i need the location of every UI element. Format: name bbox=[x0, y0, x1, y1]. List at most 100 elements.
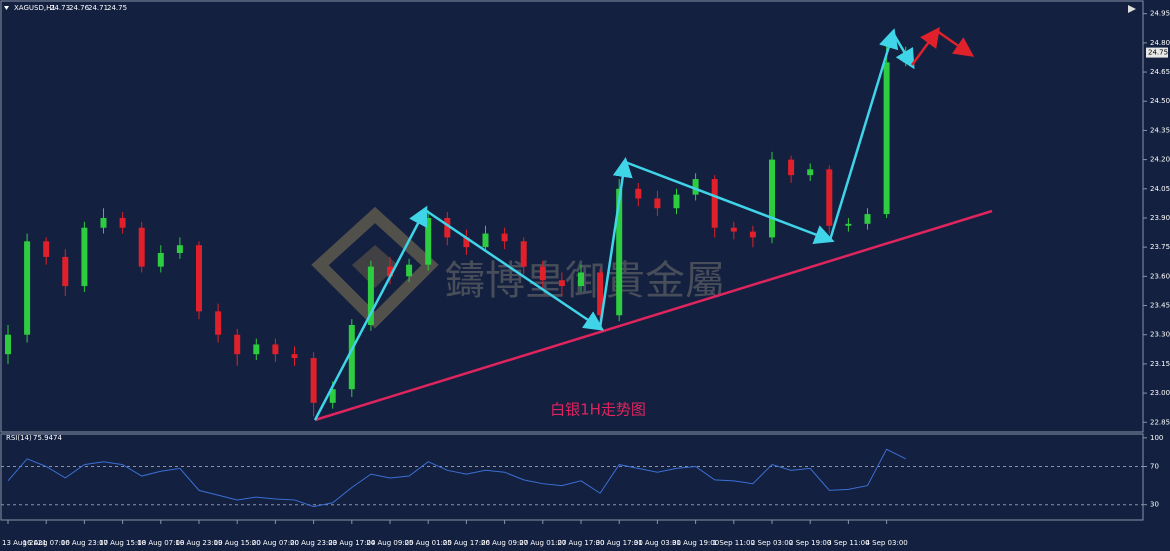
header-value: 24.75 bbox=[107, 4, 127, 12]
wave-arrow bbox=[313, 205, 428, 421]
y-tick-label: 24.20 bbox=[1150, 156, 1170, 164]
y-tick-label: 24.95 bbox=[1150, 10, 1170, 18]
candle-body bbox=[730, 227, 737, 232]
header-value: 24.71 bbox=[88, 4, 108, 12]
y-tick-label: 23.75 bbox=[1150, 243, 1170, 251]
x-tick-label: 18 Aug 07:00 bbox=[137, 539, 184, 547]
candle-body bbox=[253, 344, 260, 355]
x-tick-label: 1 Sep 11:00 bbox=[713, 539, 755, 547]
last-price-label: 24.75 bbox=[1148, 49, 1168, 57]
forecast-arrow bbox=[910, 26, 940, 66]
wave-arrow bbox=[598, 157, 633, 329]
annotation: 白银1H走势图 bbox=[550, 401, 646, 419]
candle-body bbox=[291, 354, 298, 359]
symbol-title: XAGUSD,H1 bbox=[14, 4, 56, 12]
x-tick-label: 16 Aug 23:00 bbox=[61, 539, 108, 547]
x-tick-label: 25 Aug 17:00 bbox=[443, 539, 490, 547]
x-tick-label: 26 Aug 09:00 bbox=[481, 539, 528, 547]
x-tick-label: 17 Aug 15:00 bbox=[99, 539, 146, 547]
candle-body bbox=[463, 237, 470, 248]
title-arrow bbox=[4, 6, 9, 10]
trend-line bbox=[314, 209, 993, 422]
header-value: 24.73 bbox=[50, 4, 70, 12]
candle-body bbox=[578, 272, 584, 287]
watermark: 鑄博皇御貴金屬 bbox=[445, 258, 725, 304]
x-tick-label: 13 Aug 2021 bbox=[2, 539, 47, 547]
y-tick-label: 23.45 bbox=[1150, 302, 1170, 310]
candle-body bbox=[176, 245, 183, 253]
candle-body bbox=[100, 217, 107, 228]
y-tick-label: 24.80 bbox=[1150, 39, 1170, 47]
candle-body bbox=[769, 159, 775, 238]
wave-arrow bbox=[828, 28, 899, 241]
x-tick-label: 31 Aug 03:00 bbox=[634, 539, 681, 547]
candle-body bbox=[119, 217, 126, 228]
candle-body bbox=[597, 272, 604, 316]
x-tick-label: 19 Aug 15:00 bbox=[214, 539, 261, 547]
candle-body bbox=[62, 256, 69, 287]
x-tick-label: 23 Aug 17:00 bbox=[328, 539, 375, 547]
rsi-last-value: 75.9474 bbox=[33, 434, 62, 442]
forecast-arrow bbox=[936, 29, 975, 57]
candle-body bbox=[807, 169, 814, 176]
y-tick-label: 23.90 bbox=[1150, 214, 1170, 222]
candle-body bbox=[711, 179, 718, 228]
candle-body bbox=[749, 231, 756, 238]
y-tick-label: 30 bbox=[1150, 501, 1159, 509]
y-tick-label: 24.05 bbox=[1150, 185, 1170, 193]
y-tick-label: 23.30 bbox=[1150, 331, 1170, 339]
candle-body bbox=[845, 223, 852, 226]
candle-body bbox=[692, 179, 699, 195]
candle-body bbox=[558, 280, 565, 287]
candle-body bbox=[24, 241, 31, 335]
candle-body bbox=[5, 334, 11, 355]
candle-body bbox=[81, 227, 88, 287]
y-tick-label: 24.65 bbox=[1150, 68, 1170, 76]
main-panel bbox=[0, 0, 1144, 433]
rsi-panel bbox=[0, 433, 1144, 521]
x-tick-label: 4 Sep 03:00 bbox=[865, 539, 907, 547]
x-tick-label: 27 Aug 01:00 bbox=[519, 539, 566, 547]
y-tick-label: 23.00 bbox=[1150, 389, 1170, 397]
candle-body bbox=[520, 241, 527, 267]
rsi-title: RSI(14) bbox=[6, 434, 32, 442]
wave-arrow bbox=[624, 160, 835, 245]
y-tick-label: 100 bbox=[1150, 434, 1163, 442]
candle-body bbox=[539, 266, 546, 281]
candle-body bbox=[234, 334, 241, 355]
candle-body bbox=[444, 217, 451, 238]
x-tick-label: 3 Sep 11:00 bbox=[827, 539, 869, 547]
x-tick-label: 27 Aug 17:00 bbox=[557, 539, 604, 547]
y-tick-label: 24.35 bbox=[1150, 126, 1170, 134]
last-price-box bbox=[1146, 47, 1168, 58]
y-tick-label: 24.50 bbox=[1150, 97, 1170, 105]
candle-body bbox=[826, 169, 833, 226]
candle-body bbox=[883, 62, 890, 215]
candle-body bbox=[310, 358, 317, 403]
candle-body bbox=[367, 266, 374, 325]
candle-body bbox=[654, 198, 661, 209]
x-tick-label: 20 Aug 23:00 bbox=[290, 539, 337, 547]
candle-body bbox=[673, 194, 680, 209]
candle-body bbox=[348, 324, 355, 390]
wave-arrow bbox=[891, 32, 915, 70]
x-tick-label: 24 Aug 09:00 bbox=[366, 539, 413, 547]
candle-body bbox=[406, 264, 413, 277]
x-tick-label: 2 Sep 03:00 bbox=[751, 539, 793, 547]
candle-body bbox=[788, 159, 795, 176]
header-value: 24.76 bbox=[69, 4, 90, 12]
shift-marker bbox=[1128, 5, 1136, 13]
watermark-logo bbox=[311, 206, 439, 329]
candle-body bbox=[864, 214, 871, 224]
rsi-line bbox=[7, 448, 906, 508]
x-tick-label: 31 Aug 19:00 bbox=[672, 539, 719, 547]
candle-body bbox=[616, 188, 623, 316]
y-tick-label: 70 bbox=[1150, 462, 1159, 470]
candle-body bbox=[482, 233, 489, 248]
x-tick-label: 18 Aug 23:00 bbox=[175, 539, 222, 547]
y-tick-label: 23.60 bbox=[1150, 272, 1170, 280]
candle-body bbox=[501, 233, 508, 242]
candle-body bbox=[425, 217, 432, 265]
